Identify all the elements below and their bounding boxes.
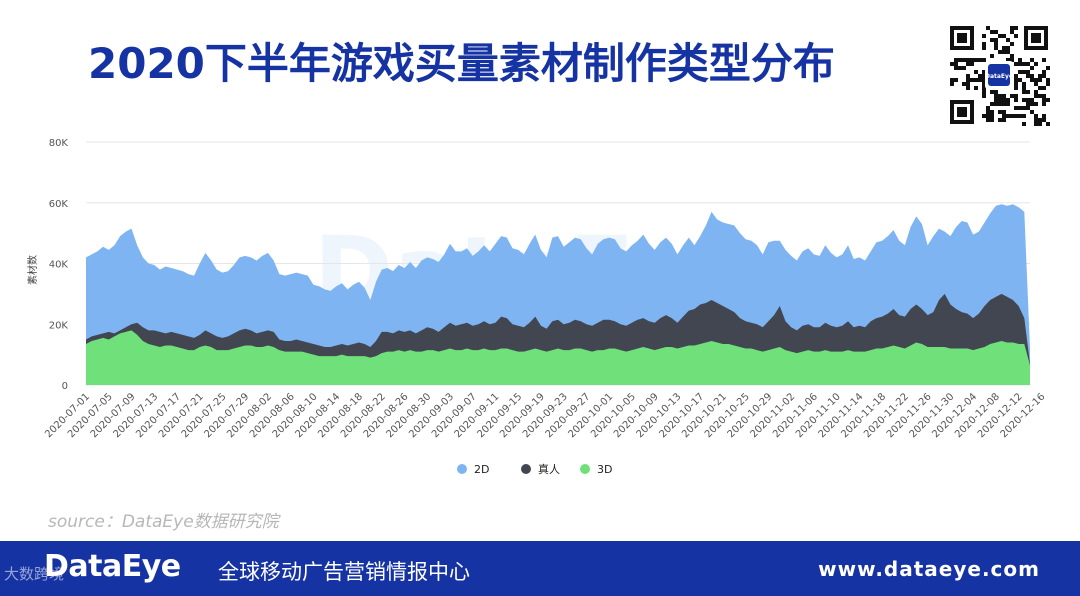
y-tick-label: 40K: [49, 260, 69, 271]
page-title: 2020下半年游戏买量素材制作类型分布: [88, 39, 835, 88]
footer-url-link[interactable]: www.dataeye.com: [818, 557, 1040, 581]
legend-label-真人: 真人: [538, 462, 560, 476]
legend-marker-3D: [580, 464, 590, 474]
qr-code-image: DataEye: [950, 26, 1050, 126]
y-tick-label: 80K: [49, 138, 69, 149]
legend-label-2D: 2D: [474, 463, 489, 476]
y-tick-label: 0: [62, 381, 68, 392]
footer-bar: DataEye 全球移动广告营销情报中心 www.dataeye.com: [0, 541, 1080, 596]
footer-logo: DataEye: [44, 549, 181, 584]
footer-tagline: 全球移动广告营销情报中心: [218, 560, 470, 584]
y-tick-label: 60K: [49, 199, 69, 210]
y-axis-label: 素材数: [26, 255, 39, 285]
series-area-3D: [86, 330, 1030, 385]
qr-code[interactable]: DataEye: [946, 22, 1052, 128]
legend-marker-真人: [521, 464, 531, 474]
source-note: source：DataEye数据研究院: [48, 512, 279, 532]
legend-label-3D: 3D: [597, 463, 612, 476]
legend-marker-2D: [457, 464, 467, 474]
qr-logo-text: DataEye: [985, 73, 1013, 80]
corner-watermark: 大数跨境: [4, 565, 65, 583]
y-tick-label: 20K: [49, 320, 69, 331]
